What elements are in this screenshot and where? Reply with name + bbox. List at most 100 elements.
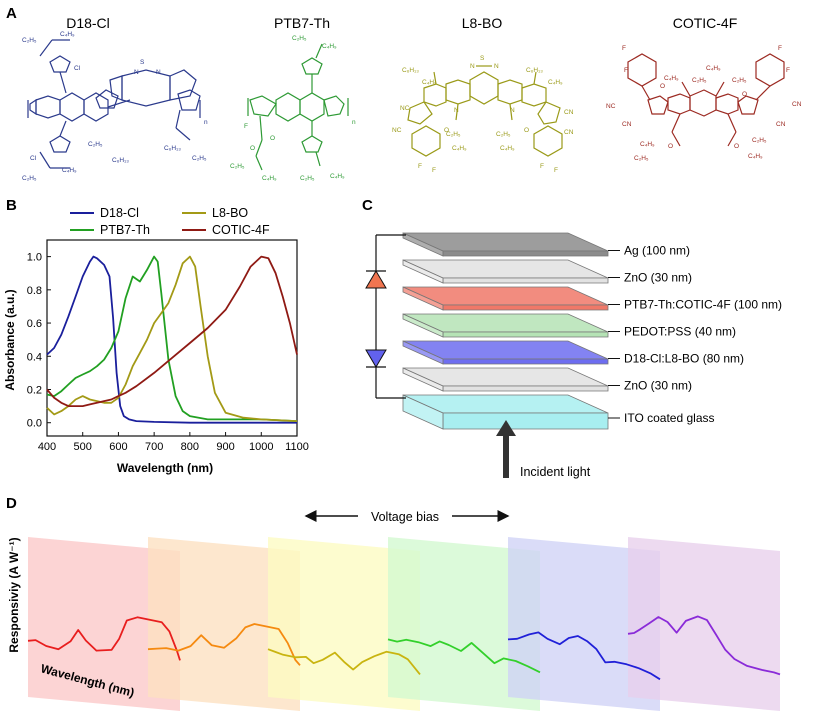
molecule-name-d18cl: D18-Cl — [66, 15, 110, 31]
legend-label-d18cl: D18-Cl — [100, 206, 139, 220]
layer-label: PEDOT:PSS (40 nm) — [624, 325, 736, 339]
l8bo-label-n2: N — [494, 63, 499, 70]
layer-label: ITO coated glass — [624, 411, 715, 425]
layer-label: D18-Cl:L8-BO (80 nm) — [624, 352, 744, 366]
ptb7th-label-c4h9-2: C₄H₉ — [262, 175, 277, 182]
diode-circuit — [366, 234, 406, 399]
l8bo-label-c4h9-1: C₄H₉ — [422, 79, 437, 86]
responsivity-sheet — [148, 537, 300, 711]
responsivity-curve — [147, 623, 301, 666]
l8bo-label-c4h9-2: C₄H₉ — [548, 79, 563, 86]
layer-side-face — [402, 367, 444, 392]
l8bo-label-c4h9-3x: C₄H₉ — [500, 145, 515, 152]
responsivity-sheet — [508, 537, 660, 711]
y-tick-label: 0.4 — [27, 351, 42, 363]
ptb7th-label-c2h5-3: C₂H₅ — [300, 175, 315, 182]
l8bo-structure — [407, 65, 563, 157]
device-stack: ITO coated glass ZnO (30 nm) D18-Cl:L8-BO … — [402, 232, 782, 430]
d18cl-label-c2h5-2: C₂H₅ — [22, 175, 37, 182]
cotic4f-structure — [627, 53, 785, 147]
cotic-label-nc1: NC — [606, 103, 616, 110]
cotic-label-cn3: CN — [776, 121, 786, 128]
l8bo-label-f2: F — [432, 167, 436, 174]
cotic-label-o2: O — [742, 91, 747, 98]
d18cl-label-c4h9-1: C₄H₉ — [60, 31, 75, 38]
absorbance-chart: 400 500 600 700 800 900 1000 1100 0.0 0.2 0.4 0.6 0.… — [27, 239, 309, 453]
d18cl-label-s: S — [140, 59, 145, 66]
plot-frame — [46, 239, 298, 437]
cotic-label-f1: F — [622, 45, 626, 52]
responsivity-curve — [267, 648, 421, 675]
responsivity-curve — [387, 638, 541, 674]
responsivity-sheet — [268, 537, 420, 711]
diode-bottom — [365, 349, 387, 368]
voltage-bias-label: Voltage bias — [371, 510, 439, 524]
l8bo-label-c2h5-1: C₂H₅ — [446, 131, 461, 138]
layer-side-face — [402, 394, 444, 430]
y-axis-title: Absorbance (a.u.) — [3, 289, 17, 390]
ptb7th-label-c2h5-1: C₂H₅ — [292, 35, 307, 42]
d18cl-label-cl-2: Cl — [30, 155, 37, 162]
panel-c-letter: C — [362, 197, 373, 214]
layer-side-face — [402, 286, 444, 311]
ptb7th-label-f: F — [244, 123, 248, 130]
series-line-l8bo — [46, 255, 298, 422]
ptb7th-label-o1: O — [270, 135, 275, 142]
legend-label-cotic4f: COTIC-4F — [212, 223, 270, 237]
y-tick-label: 0.2 — [27, 384, 42, 396]
y-tick-label: 1.0 — [27, 252, 42, 264]
cotic-label-c4h9-4: C₄H₉ — [748, 153, 763, 160]
l8bo-label-n4: N — [510, 107, 515, 114]
l8bo-label-nc1: NC — [400, 105, 410, 112]
series-line-cotic4f — [46, 255, 298, 407]
l8bo-label-f1: F — [418, 163, 422, 170]
layer-side-face — [402, 232, 444, 257]
d18cl-label-c4h9-2: C₄H₉ — [62, 167, 77, 174]
cotic-label-f2: F — [624, 67, 628, 74]
x-tick-label: 1000 — [249, 441, 273, 453]
x-tick-label: 1100 — [285, 441, 309, 453]
responsivity-curve — [507, 631, 661, 681]
x-tick-label: 800 — [181, 441, 199, 453]
series-line-ptb7th — [46, 255, 298, 422]
cotic-label-c2h5-3: C₂H₅ — [634, 155, 649, 162]
l8bo-label-cn1: CN — [564, 109, 574, 116]
molecule-name-l8bo: L8-BO — [462, 15, 503, 31]
d18cl-label-c2h5-3: C₂H₅ — [88, 141, 103, 148]
ptb7th-label-c2h5-2: C₂H₅ — [230, 163, 245, 170]
d18cl-label-c2h5-4: C₂H₅ — [192, 155, 207, 162]
l8bo-label-cn2: CN — [564, 129, 574, 136]
panel-b-letter: B — [6, 197, 17, 214]
d18cl-label-n2: N — [156, 69, 161, 76]
molecule-name-cotic4f: COTIC-4F — [673, 15, 738, 31]
l8bo-label-s: S — [480, 55, 485, 62]
l8bo-label-n1: N — [470, 63, 475, 70]
responsivity-sheet — [388, 537, 540, 711]
ptb7th-structure — [247, 43, 349, 171]
layer-label: ZnO (30 nm) — [624, 271, 692, 285]
x-tick-label: 500 — [74, 441, 92, 453]
cotic-label-o3: O — [668, 143, 673, 150]
cotic-label-c2h5-4: C₂H₅ — [752, 137, 767, 144]
layer-side-face — [402, 259, 444, 284]
cotic-label-cn1: CN — [622, 121, 632, 128]
l8bo-label-f4: F — [554, 167, 558, 174]
x-tick-label: 600 — [109, 441, 127, 453]
ptb7th-label-c4h9-1: C₄H₉ — [322, 43, 337, 50]
cotic-label-c4h9-1: C₄H₉ — [664, 75, 679, 82]
layer-front-face — [442, 385, 609, 392]
l8bo-label-c4h9-2x: C₄H₉ — [452, 145, 467, 152]
layer-front-face — [442, 331, 609, 338]
x-tick-label: 400 — [38, 441, 56, 453]
ptb7th-label-n: n — [352, 119, 356, 126]
layer-front-face — [442, 250, 609, 257]
d18cl-label-n1: N — [134, 69, 139, 76]
x-axis-title: Wavelength (nm) — [117, 461, 213, 475]
y-tick-label: 0.0 — [27, 418, 42, 430]
panel-d-letter: D — [6, 495, 17, 512]
series-line-d18cl — [46, 255, 297, 424]
incident-light-label: Incident light — [520, 465, 591, 479]
cotic-label-c4h9-3: C₄H₉ — [640, 141, 655, 148]
layer-side-face — [402, 340, 444, 365]
